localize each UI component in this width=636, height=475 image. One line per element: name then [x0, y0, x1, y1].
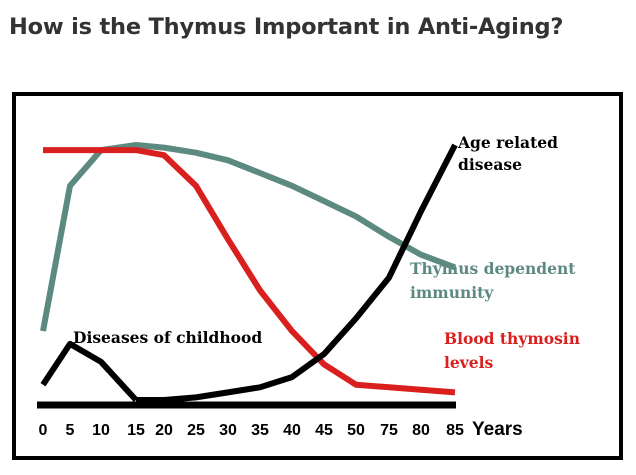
x-tick-label: 75: [380, 422, 398, 439]
annotation-age-related-disease: Age related: [457, 133, 558, 152]
page-title: How is the Thymus Important in Anti-Agin…: [9, 14, 564, 40]
x-tick-label: 30: [219, 422, 237, 439]
series-line-blood-thymosin-levels: [43, 147, 456, 396]
series-line-thymus-dependent-immunity: [40, 142, 457, 332]
x-tick-label: 0: [39, 422, 48, 439]
x-tick-labels: 0 5 10 15 20 25 30 35 40 45 50 75 80 85: [39, 422, 464, 439]
annotation-thymus-dependent-immunity: immunity: [410, 283, 494, 302]
x-tick-label: 85: [446, 422, 464, 439]
x-tick-label: 40: [283, 422, 301, 439]
x-axis-label: Years: [472, 419, 523, 440]
series-line-diseases-of-childhood: [40, 340, 139, 403]
annotation-age-related-disease: disease: [458, 155, 522, 174]
x-tick-label: 20: [155, 422, 173, 439]
annotation-diseases-of-childhood: Diseases of childhood: [73, 328, 262, 347]
chart-frame: [12, 92, 623, 460]
annotation-blood-thymosin-levels: levels: [444, 353, 494, 372]
series-line-age-related-disease: [136, 143, 458, 403]
annotation-thymus-dependent-immunity: Thymus dependent: [410, 259, 576, 278]
x-tick-label: 50: [347, 422, 365, 439]
x-tick-label: 10: [92, 422, 110, 439]
x-tick-label: 45: [315, 422, 333, 439]
x-tick-label: 35: [251, 422, 269, 439]
series-layer: [40, 142, 458, 403]
annotation-layer: Age related disease Thymus dependent immuni…: [73, 133, 580, 372]
x-tick-label: 80: [412, 422, 430, 439]
x-tick-label: 25: [187, 422, 205, 439]
x-tick-label: 5: [66, 422, 75, 439]
x-tick-label: 15: [127, 422, 145, 439]
annotation-blood-thymosin-levels: Blood thymosin: [444, 329, 580, 348]
